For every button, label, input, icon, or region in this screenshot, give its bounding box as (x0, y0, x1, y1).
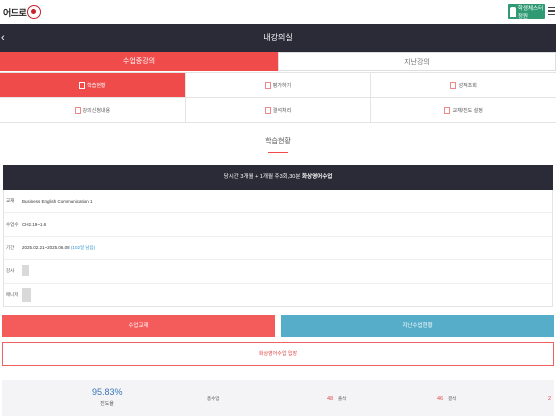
info-key: 교재 (6, 198, 15, 204)
logo-mark-icon (27, 5, 42, 19)
stats-panel: 95.83% 진도율 총수업 48 출석 46 결석 2 (2, 380, 554, 416)
sub-menu-label: 성적조회 (458, 82, 477, 89)
sub-menu-learning-status[interactable]: 학습현황 (0, 73, 186, 97)
person-icon (510, 6, 516, 17)
book-icon (444, 106, 451, 114)
progress-rate-label: 진도율 (100, 401, 114, 407)
info-key: 매니저 (6, 292, 19, 298)
sub-menu-label: 강의신청내용 (82, 107, 111, 114)
section-title: 학습현황 (265, 138, 291, 145)
sub-menu-absence[interactable]: 결석처리 (186, 98, 372, 122)
info-row-lessons: 수업수 CH2.19~1.6 (4, 213, 552, 237)
chevron-left-icon[interactable]: ‹ (1, 32, 5, 44)
remaining-days-link[interactable]: (102일 남음) (70, 244, 96, 250)
top-bar: 어드로 학생체스터 정원 (0, 0, 556, 24)
stat-absent-value: 2 (548, 396, 552, 402)
sub-menu-label: 결석처리 (272, 107, 292, 114)
sub-menu-label: 평가하기 (272, 82, 292, 89)
progress-rate: 95.83% 진도율 (92, 387, 123, 407)
tab-current-courses[interactable]: 수업중강의 (0, 52, 278, 71)
counsel-button[interactable]: 학생체스터 정원 (508, 4, 545, 20)
chart-icon (79, 81, 86, 89)
past-lessons-button[interactable]: 지난수업현황 (281, 315, 554, 337)
sub-menu-textbook-settings[interactable]: 교재/진도 설정 (371, 98, 556, 122)
info-row-manager: 매니저 (4, 284, 552, 307)
course-banner-text: 당시간 3개월 + 1개월 주3회,30분 (223, 174, 301, 180)
main-tabs: 수업중강의 지난강의 (0, 52, 556, 71)
info-key: 기간 (6, 244, 15, 250)
sub-menu-grades[interactable]: 성적조회 (371, 73, 556, 97)
redacted-manager (22, 287, 31, 302)
course-banner-bold: 화상영어수업 (301, 174, 333, 180)
info-value: Business English Communication 1 (22, 198, 93, 204)
sub-menu-application[interactable]: 강의신청내용 (0, 98, 186, 122)
section-divider (268, 152, 288, 153)
textbook-button[interactable]: 수업교재 (2, 315, 275, 337)
info-value: CH2.19~1.6 (22, 222, 47, 228)
stat-attend-value: 46 (437, 396, 444, 402)
document-icon (264, 81, 271, 89)
info-value (22, 265, 552, 277)
redacted-teacher (22, 265, 29, 277)
tab-past-courses[interactable]: 지난강의 (278, 52, 556, 71)
course-banner: 당시간 3개월 + 1개월 주3회,30분 화상영어수업 (3, 165, 553, 190)
info-row-teacher: 강사 (4, 260, 552, 284)
action-buttons: 수업교재 지난수업현황 (2, 315, 554, 337)
stat-absent-label: 결석 (448, 396, 457, 401)
logo-text: 어드로 (3, 7, 27, 18)
page-header: ‹ 내강의실 (0, 24, 556, 52)
hamburger-menu-icon[interactable] (548, 7, 555, 16)
site-logo[interactable]: 어드로 (3, 4, 42, 20)
progress-rate-value: 95.83% (92, 387, 123, 397)
info-key: 수업수 (6, 221, 19, 227)
info-value: 2025.02.21~2025.06.08 (102일 남음) (22, 245, 552, 251)
sub-menu-evaluation[interactable]: 평가하기 (186, 73, 372, 97)
info-key: 강사 (6, 268, 15, 274)
sub-menu-label: 학습현황 (87, 82, 106, 89)
info-row-textbook: 교재 Business English Communication 1 (4, 190, 552, 214)
stat-attend-label: 출석 (338, 396, 347, 401)
sub-menu-grid: 학습현황 평가하기 성적조회 강의신청내용 결석처리 교재/진도 설정 (0, 72, 556, 123)
report-icon (450, 81, 457, 89)
stat-total-label: 총수업 (207, 396, 220, 401)
enter-class-button[interactable]: 화상영어수업 입장 (2, 342, 554, 366)
page-title: 내강의실 (263, 33, 293, 42)
period-value: 2025.02.21~2025.06.08 (22, 244, 70, 250)
course-info-table: 교재 Business English Communication 1 수업수 … (3, 190, 553, 307)
info-value (22, 287, 552, 303)
sub-menu-label: 교재/진도 설정 (452, 107, 483, 114)
info-row-period: 기간 2025.02.21~2025.06.08 (102일 남음) (4, 237, 552, 261)
clipboard-icon (74, 106, 81, 114)
calendar-icon (264, 106, 271, 114)
stat-total-value: 48 (327, 396, 334, 402)
counsel-button-label: 학생체스터 정원 (517, 5, 544, 20)
